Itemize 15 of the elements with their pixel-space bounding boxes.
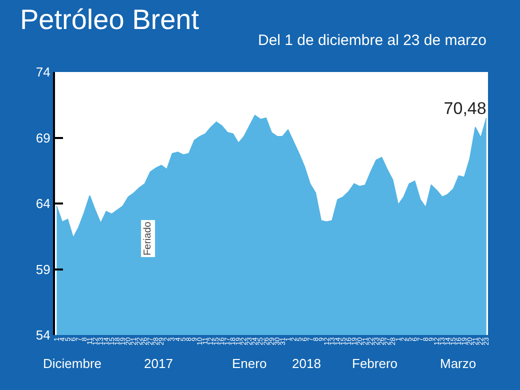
y-tick-label: 54 bbox=[36, 328, 50, 343]
y-tick-label: 64 bbox=[36, 196, 50, 212]
chart-title: Petróleo Brent bbox=[20, 4, 200, 35]
text: Diciembre bbox=[43, 356, 102, 371]
text: Marzo bbox=[440, 356, 476, 371]
annotation: Feriado bbox=[142, 221, 154, 256]
y-tick-label: 69 bbox=[36, 130, 50, 146]
y-tick-label: 59 bbox=[36, 262, 50, 277]
text: Enero bbox=[232, 356, 267, 371]
y-tick-label: 74 bbox=[36, 64, 50, 80]
chart-subtitle: Del 1 de diciembre al 23 de marzo bbox=[258, 32, 486, 49]
text: 2017 bbox=[144, 356, 173, 371]
text: 2018 bbox=[292, 356, 321, 371]
text: Febrero bbox=[352, 356, 398, 371]
data-label: 70,48 bbox=[444, 99, 486, 118]
